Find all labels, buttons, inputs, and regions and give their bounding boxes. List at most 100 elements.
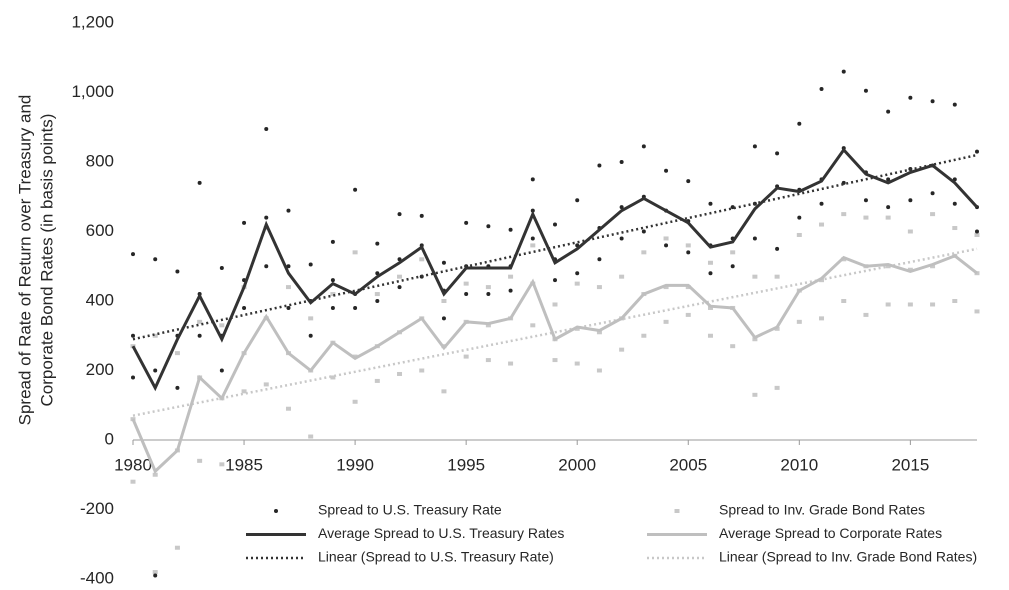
scatter-point — [885, 264, 891, 269]
scatter-point — [353, 305, 358, 310]
scatter-point — [441, 316, 446, 321]
scatter-point — [885, 302, 891, 307]
scatter-point — [908, 95, 913, 100]
scatter-point — [930, 302, 936, 307]
x-tick-label: 2005 — [669, 455, 707, 474]
scatter-point — [175, 385, 180, 390]
scatter-point — [397, 274, 403, 279]
scatter-point — [175, 269, 180, 274]
scatter-point — [352, 399, 358, 404]
scatter-point — [397, 212, 402, 217]
scatter-point — [352, 250, 358, 255]
scatter-point — [131, 252, 135, 257]
scatter-point — [819, 201, 824, 206]
scatter-point — [308, 333, 313, 338]
scatter-point — [330, 278, 335, 283]
scatter-point — [908, 198, 913, 203]
scatter-point — [641, 144, 646, 149]
scatter-point — [819, 222, 825, 227]
scatter-point — [641, 229, 646, 234]
scatter-point — [131, 333, 135, 338]
scatter-point — [663, 285, 669, 290]
legend-label: Spread to Inv. Grade Bond Rates — [719, 502, 925, 518]
scatter-point — [574, 361, 580, 366]
scatter-point — [885, 215, 891, 220]
scatter-point — [375, 271, 380, 276]
scatter-point — [774, 385, 780, 390]
scatter-point — [752, 274, 758, 279]
scatter-point — [752, 236, 757, 241]
scatter-point — [286, 264, 291, 269]
scatter-point — [641, 250, 647, 255]
scatter-point — [730, 250, 736, 255]
scatter-point — [153, 257, 158, 262]
scatter-point — [263, 382, 269, 387]
x-tick-label: 1985 — [225, 455, 263, 474]
scatter-point — [508, 274, 514, 279]
scatter-point — [174, 351, 180, 356]
legend-label: Average Spread to U.S. Treasury Rates — [318, 525, 564, 541]
scatter-point — [619, 205, 624, 210]
scatter-point — [774, 274, 780, 279]
scatter-point — [264, 215, 269, 220]
scatter-point — [863, 312, 869, 317]
scatter-point — [375, 241, 380, 246]
scatter-point — [219, 462, 225, 467]
scatter-point — [286, 305, 291, 310]
scatter-point — [819, 316, 825, 321]
scatter-point — [353, 187, 358, 192]
scatter-point — [286, 208, 291, 213]
scatter-point — [464, 292, 469, 297]
scatter-point — [752, 144, 757, 149]
scatter-point — [619, 347, 625, 352]
scatter-point — [131, 375, 135, 380]
scatter-point — [952, 299, 958, 303]
scatter-point — [397, 285, 402, 290]
scatter-point — [152, 333, 158, 338]
y-tick-label: 1,000 — [71, 82, 114, 101]
scatter-point — [641, 333, 647, 338]
y-tick-label: 400 — [86, 290, 114, 309]
average-line — [131, 254, 978, 474]
y-tick-label: 0 — [105, 429, 114, 448]
y-axis-title: Spread of Rate of Return over Treasury a… — [15, 95, 34, 426]
scatter-point — [553, 222, 557, 227]
scatter-point — [730, 205, 735, 210]
scatter-point — [685, 312, 691, 317]
scatter-point — [775, 151, 780, 156]
scatter-point — [752, 337, 758, 342]
scatter-point — [174, 545, 180, 550]
scatter-point — [664, 243, 669, 248]
scatter-point — [530, 243, 536, 248]
y-tick-label: 200 — [86, 360, 114, 379]
scatter-point — [819, 87, 824, 92]
trend-line — [132, 247, 978, 417]
scatter-point — [930, 212, 936, 217]
scatter-point — [441, 299, 447, 303]
scatter-point — [285, 285, 291, 290]
scatter-point — [375, 299, 380, 303]
legend-marker — [674, 509, 680, 513]
scatter-point — [708, 201, 713, 206]
scatter-point — [330, 239, 335, 244]
scatter-point — [486, 224, 491, 229]
scatter-point — [486, 292, 491, 297]
scatter-point — [707, 260, 713, 265]
scatter-point — [441, 260, 446, 265]
x-tick-label: 2015 — [891, 455, 929, 474]
scatter-point — [308, 262, 313, 267]
scatter-point — [596, 368, 602, 373]
scatter-point — [308, 316, 314, 321]
scatter-point — [485, 358, 491, 363]
scatter-point — [508, 288, 513, 293]
scatter-point — [686, 250, 691, 255]
scatter-point — [419, 257, 425, 262]
scatter-point — [863, 88, 868, 93]
scatter-point — [952, 201, 957, 206]
scatter-point — [708, 271, 713, 276]
scatter-point — [930, 264, 936, 269]
y-tick-label: -400 — [80, 568, 114, 587]
scatter-point — [485, 285, 491, 290]
scatter-point — [330, 375, 336, 380]
x-tick-label: 2000 — [558, 455, 596, 474]
